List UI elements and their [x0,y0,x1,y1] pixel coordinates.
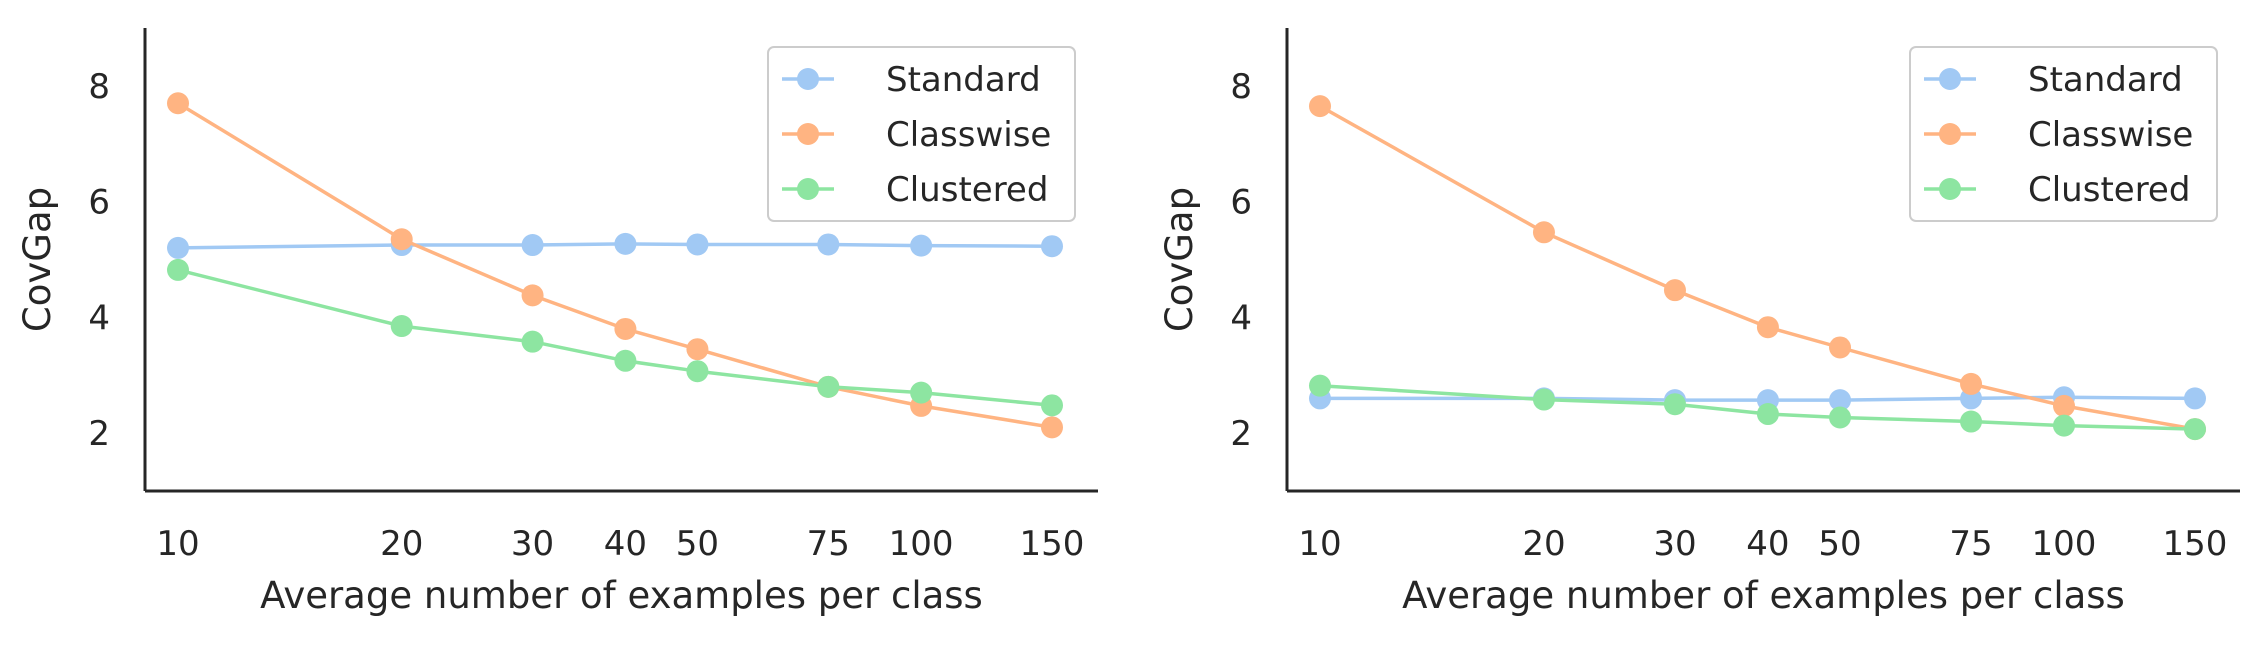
y-tick-label: 2 [1230,414,1252,454]
x-tick-label: 10 [1298,524,1341,564]
legend-label-classwise: Classwise [2028,115,2193,155]
classwise-point [1829,336,1852,359]
standard-point [686,233,709,256]
clustered-point [2184,418,2206,441]
standard-point [521,234,544,257]
y-tick-label: 4 [1230,298,1252,338]
clustered-point [521,330,544,353]
clustered-series-line [177,268,1053,408]
left-chart-panel: 2 4 6 8 10 20 30 40 50 75 100 150 Average number of … [16,28,1098,617]
x-tick-label: 40 [604,524,647,564]
y-tick-label: 6 [88,183,110,223]
clustered-point [390,315,413,338]
clustered-point [817,375,840,398]
clustered-point [1532,388,1555,411]
x-tick-label: 30 [511,524,554,564]
classwise-point [1663,279,1686,302]
legend-swatch-marker-standard [1939,68,1961,90]
legend-label-standard: Standard [2028,60,2183,100]
y-tick-label: 8 [1230,67,1252,107]
classwise-point [1041,416,1063,439]
clustered-point [2052,414,2075,437]
classwise-series-line [1319,104,2196,431]
standard-series-line [177,242,1053,250]
classwise-point [521,284,544,307]
clustered-point [1663,393,1686,416]
classwise-point [1756,316,1779,339]
x-axis-label: Average number of examples per class [260,574,983,617]
legend-swatch-marker-standard [797,68,819,90]
clustered-point [1756,403,1779,426]
right-chart-panel: 2 4 6 8 10 20 30 40 50 75 100 150 Average number of … [1158,28,2240,617]
legend-swatch-marker-classwise [1939,123,1961,145]
classwise-point [1532,221,1555,244]
classwise-point [1960,372,1983,395]
legend: Standard Classwise Clustered [1909,46,2218,222]
clustered-point [910,381,933,404]
x-tick-label: 75 [1949,524,1992,564]
y-axis-label: CovGap [1158,187,1201,332]
standard-point [1041,235,1063,258]
standard-point [614,232,637,255]
clustered-point [1309,374,1331,397]
legend-label-clustered: Clustered [2028,170,2190,210]
clustered-point [686,360,709,383]
legend-box [767,46,1076,222]
x-tick-label: 50 [1818,524,1861,564]
x-tick-label: 100 [2032,524,2097,564]
clustered-series-line [1319,383,2196,431]
y-tick-label: 4 [88,298,110,338]
y-tick-label: 6 [1230,183,1252,223]
y-axis-label: CovGap [16,187,59,332]
classwise-point [614,317,637,340]
clustered-point [167,258,189,281]
x-tick-label: 150 [1020,524,1085,564]
x-tick-label: 40 [1746,524,1789,564]
clustered-point [1960,410,1983,433]
clustered-point [614,349,637,372]
classwise-point [2052,394,2075,417]
classwise-point [390,228,413,251]
legend-swatch-marker-clustered [1939,178,1961,200]
x-tick-label: 10 [156,524,199,564]
clustered-point [1829,406,1852,429]
legend: Standard Classwise Clustered [767,46,1076,222]
y-tick-label: 2 [88,414,110,454]
legend-label-standard: Standard [886,60,1041,100]
legend-swatch-marker-clustered [797,178,819,200]
clustered-point [1041,394,1063,417]
x-tick-label: 20 [1522,524,1565,564]
standard-point [167,236,189,259]
legend-swatch-marker-classwise [797,123,819,145]
legend-label-classwise: Classwise [886,115,1051,155]
x-axis-label: Average number of examples per class [1402,574,2125,617]
legend-box [1909,46,2218,222]
x-tick-label: 30 [1653,524,1696,564]
x-tick-label: 20 [380,524,423,564]
classwise-series-line [177,101,1053,430]
x-tick-label: 100 [889,524,954,564]
standard-point [1829,389,1852,412]
standard-point [817,233,840,256]
legend-label-clustered: Clustered [886,170,1048,210]
y-tick-label: 8 [88,67,110,107]
classwise-point [1309,95,1331,118]
x-tick-label: 75 [807,524,850,564]
x-tick-label: 50 [676,524,719,564]
classwise-point [686,338,709,361]
classwise-point [167,92,189,115]
standard-point [910,234,933,257]
standard-point [2184,387,2206,410]
x-tick-label: 150 [2163,524,2228,564]
